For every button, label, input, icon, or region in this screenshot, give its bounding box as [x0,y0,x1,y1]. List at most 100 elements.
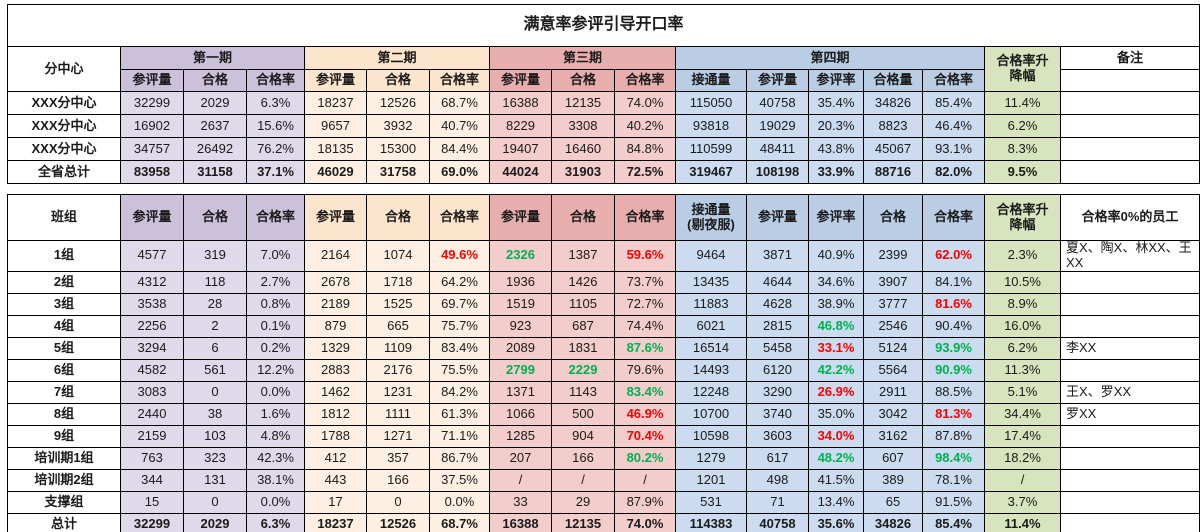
cell[interactable]: 3083 [120,380,184,404]
cell[interactable]: 2399 [863,240,923,272]
cell[interactable]: 166 [366,468,430,492]
cell[interactable]: 83.4% [614,380,676,404]
cell[interactable]: 73.7% [614,270,676,294]
remark-cell[interactable] [1059,137,1200,161]
cell[interactable]: 15300 [366,137,430,161]
cell[interactable]: 412 [304,446,367,470]
cell[interactable]: 84.4% [429,137,490,161]
cell[interactable]: 83958 [120,160,184,184]
cell[interactable]: 110599 [675,137,747,161]
cell[interactable]: 40.9% [808,240,864,272]
cell[interactable]: 3907 [863,270,923,294]
cell[interactable]: 46.4% [922,114,985,138]
cell[interactable]: 26.9% [808,380,864,404]
cell[interactable]: 87.9% [614,490,676,514]
cell[interactable]: 0 [183,380,247,404]
cell[interactable]: 19407 [489,137,552,161]
cell[interactable]: 11.4% [984,91,1061,115]
cell[interactable]: 12526 [366,512,430,532]
cell[interactable]: 65 [863,490,923,514]
cell[interactable]: 1718 [366,270,430,294]
cell[interactable]: 2.3% [984,240,1061,272]
cell[interactable]: 3294 [120,336,184,360]
cell[interactable]: 37.5% [429,468,490,492]
cell[interactable]: 443 [304,468,367,492]
cell[interactable]: 35.4% [808,91,864,115]
cell[interactable]: 2189 [304,292,367,316]
cell[interactable]: 49.6% [429,240,490,272]
cell[interactable]: 2440 [120,402,184,426]
cell[interactable]: 45067 [863,137,923,161]
cell[interactable]: 207 [489,446,552,470]
cell[interactable]: 3777 [863,292,923,316]
cell[interactable]: 84.2% [429,380,490,404]
cell[interactable]: 2815 [746,314,809,338]
cell[interactable]: 34.0% [808,424,864,448]
cell[interactable]: 68.7% [429,512,490,532]
cell[interactable]: 79.6% [614,358,676,382]
cell[interactable]: 1788 [304,424,367,448]
cell[interactable]: 37.1% [246,160,305,184]
cell[interactable]: 17 [304,490,367,514]
cell[interactable]: / [551,468,615,492]
cell[interactable]: 1231 [366,380,430,404]
cell[interactable]: 33.1% [808,336,864,360]
cell[interactable]: 2164 [304,240,367,272]
cell[interactable]: 15.6% [246,114,305,138]
cell[interactable]: 59.6% [614,240,676,272]
cell[interactable]: 16460 [551,137,615,161]
cell[interactable]: 98.4% [922,446,985,470]
cell[interactable]: / [984,468,1061,492]
cell[interactable]: 7.0% [246,240,305,272]
cell[interactable]: 91.5% [922,490,985,514]
cell[interactable]: 0.1% [246,314,305,338]
cell[interactable]: 687 [551,314,615,338]
cell[interactable]: 8823 [863,114,923,138]
cell[interactable]: 74.0% [614,512,676,532]
cell[interactable]: 87.8% [922,424,985,448]
cell[interactable]: 0.0% [246,380,305,404]
remark-cell[interactable] [1060,512,1200,532]
cell[interactable]: 2089 [489,336,552,360]
cell[interactable]: 3290 [746,380,809,404]
cell[interactable]: 26492 [183,137,247,161]
cell[interactable]: 16388 [489,91,552,115]
cell[interactable]: 561 [183,358,247,382]
cell[interactable]: 44024 [489,160,552,184]
cell[interactable]: 4582 [120,358,184,382]
cell[interactable]: 4312 [120,270,184,294]
cell[interactable]: 1201 [675,468,747,492]
cell[interactable]: 0.0% [429,490,490,514]
cell[interactable]: 11883 [675,292,747,316]
cell[interactable]: 3871 [746,240,809,272]
cell[interactable]: 12526 [366,91,430,115]
cell[interactable]: 1066 [489,402,552,426]
cell[interactable]: 1936 [489,270,552,294]
cell[interactable]: 12248 [675,380,747,404]
cell[interactable]: 34.6% [808,270,864,294]
cell[interactable]: 38.9% [808,292,864,316]
cell[interactable]: 1109 [366,336,430,360]
cell[interactable]: 46.9% [614,402,676,426]
cell[interactable]: 40.7% [429,114,490,138]
cell[interactable]: 40758 [746,512,809,532]
cell[interactable]: 16514 [675,336,747,360]
cell[interactable]: 1329 [304,336,367,360]
remark-cell[interactable] [1060,314,1200,338]
remark-cell[interactable] [1059,114,1200,138]
cell[interactable]: 1462 [304,380,367,404]
cell[interactable]: 4644 [746,270,809,294]
cell[interactable]: 40758 [746,91,809,115]
cell[interactable]: 763 [120,446,184,470]
cell[interactable]: 319467 [675,160,747,184]
cell[interactable]: 9.5% [984,160,1061,184]
cell[interactable]: 2159 [120,424,184,448]
remark-cell[interactable]: 李XX [1060,336,1200,360]
cell[interactable]: 5.1% [984,380,1061,404]
cell[interactable]: 72.7% [614,292,676,316]
cell[interactable]: 31758 [366,160,430,184]
cell[interactable]: 18.2% [984,446,1061,470]
cell[interactable]: 16388 [489,512,552,532]
remark-cell[interactable] [1060,358,1200,382]
cell[interactable]: 76.2% [246,137,305,161]
